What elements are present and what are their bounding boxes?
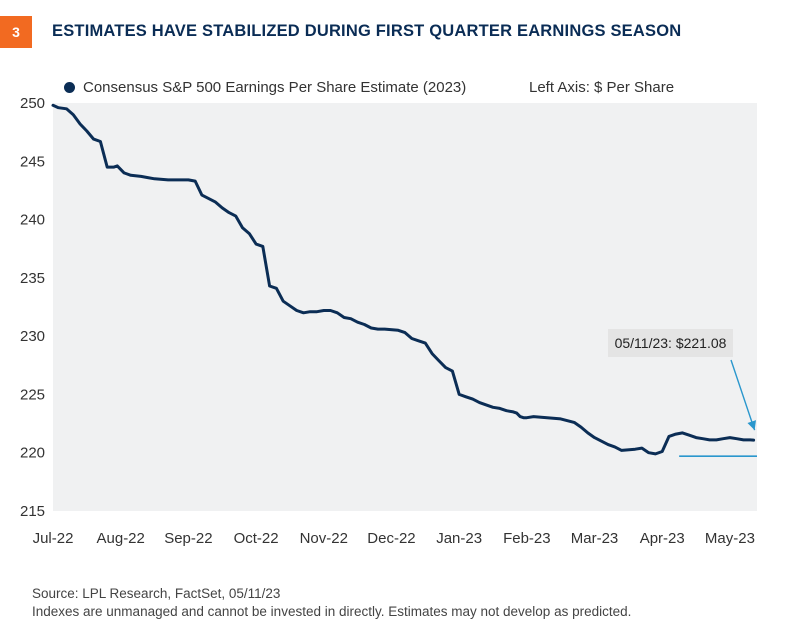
x-tick-label: May-23 <box>705 530 755 547</box>
y-tick-label: 245 <box>20 153 45 170</box>
x-tick-label: Apr-23 <box>640 530 685 547</box>
axis-note: Left Axis: $ Per Share <box>529 79 675 96</box>
callout-arrow-line <box>730 359 756 431</box>
figure-number-badge: 3 <box>0 16 32 48</box>
y-tick-label: 250 <box>20 95 45 112</box>
callout-box <box>608 329 733 357</box>
x-tick-label: Nov-22 <box>300 530 348 547</box>
y-tick-label: 230 <box>20 328 45 345</box>
y-tick-label: 235 <box>20 270 45 287</box>
x-tick-label: Aug-22 <box>97 530 145 547</box>
callout-arrow-head-icon <box>747 420 757 431</box>
source-note: Source: LPL Research, FactSet, 05/11/23 <box>32 586 281 601</box>
y-tick-label: 220 <box>20 445 45 462</box>
y-tick-label: 240 <box>20 212 45 229</box>
x-tick-label: Sep-22 <box>164 530 212 547</box>
chart-title: ESTIMATES HAVE STABILIZED DURING FIRST Q… <box>52 22 682 40</box>
legend: Consensus S&P 500 Earnings Per Share Est… <box>64 79 466 96</box>
x-tick-label: Feb-23 <box>503 530 551 547</box>
x-tick-label: Jul-22 <box>33 530 74 547</box>
disclaimer-note: Indexes are unmanaged and cannot be inve… <box>32 604 632 619</box>
x-tick-label: Oct-22 <box>234 530 279 547</box>
x-tick-label: Mar-23 <box>571 530 619 547</box>
y-tick-label: 215 <box>20 503 45 520</box>
series-line <box>51 103 756 456</box>
x-tick-label: Dec-22 <box>367 530 415 547</box>
legend-marker-icon <box>64 82 75 93</box>
y-tick-label: 225 <box>20 386 45 403</box>
legend-series-label: Consensus S&P 500 Earnings Per Share Est… <box>83 79 467 96</box>
x-tick-label: Jan-23 <box>436 530 482 547</box>
callout-label: 05/11/23: $221.08 <box>615 335 727 351</box>
plot-area <box>53 103 757 511</box>
